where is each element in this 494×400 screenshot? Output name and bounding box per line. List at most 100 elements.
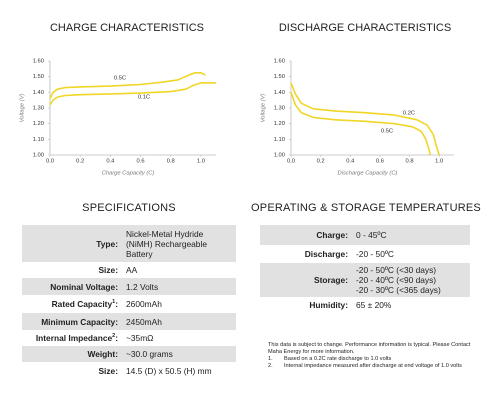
row-label: Size: (22, 366, 126, 376)
table-row: Discharge: -20 - 50ºC (260, 245, 470, 263)
x-tick-label: 1.0 (197, 159, 205, 165)
series-line (290, 82, 440, 156)
label-text: Rated Capacity (51, 299, 113, 309)
row-value: 14.5 (D) x 50.5 (H) mm (126, 364, 212, 378)
row-value: Nickel-Metal Hydride (NiMH) Rechargeable B… (126, 227, 207, 261)
label-text: Humidity: (309, 300, 348, 310)
y-axis-title: Voltage (V) (261, 94, 267, 123)
series-line (49, 82, 216, 106)
label-text: Size: (98, 365, 118, 376)
value-line: -20 - 30ºC (<365 days) (356, 285, 441, 295)
label-colon: : (115, 333, 118, 343)
row-label: Size: (22, 265, 126, 275)
value-line: (NiMH) Rechargeable (126, 238, 207, 249)
spec-title: SPECIFICATIONS (82, 202, 176, 214)
y-tick-label: 1.20 (33, 121, 44, 127)
x-tick-label: 0.6 (137, 159, 145, 165)
note-item: 1. Based on a 0.2C rate discharge to 1.0 … (268, 356, 478, 363)
row-value: 1.2 Volts (126, 280, 158, 294)
series-line (49, 72, 206, 99)
table-row: Internal Impedance2: ~35mΩ (22, 330, 236, 346)
row-value: 65 ± 20% (356, 298, 391, 312)
row-label: Charge: (260, 230, 356, 240)
table-row: Charge: 0 - 45ºC (260, 225, 470, 245)
x-axis-title: Charge Capacity (C) (102, 171, 155, 177)
notes-intro: This data is subject to change. Performa… (268, 342, 471, 355)
row-label: Type: (22, 239, 126, 249)
y-tick-label: 1.10 (274, 137, 285, 143)
value-line: -20 - 40ºC (<90 days) (356, 275, 437, 285)
label-text: Minimum Capacity: (41, 316, 118, 327)
charts: CHARGE CHARACTERISTICS 1.00 1.10 1.20 1.30 1.… (20, 22, 454, 177)
label-text: Type: (96, 238, 118, 249)
y-tick-label: 1.00 (274, 153, 285, 159)
row-label: Rated Capacity1: (22, 299, 126, 309)
footnote-mark: 2 (112, 333, 116, 340)
row-label: Internal Impedance2: (22, 333, 126, 343)
chart-title: DISCHARGE CHARACTERISTICS (279, 22, 451, 34)
x-tick-label: 0.0 (46, 159, 54, 165)
label-text: Nominal Voltage: (50, 281, 118, 292)
label-text: Discharge: (304, 249, 348, 259)
x-axis-title: Discharge Capacity (C) (338, 171, 398, 177)
row-label: Humidity: (260, 300, 356, 310)
row-label: Storage: (260, 275, 356, 285)
note-number: 2. (268, 363, 273, 369)
label-text: Internal Impedance (35, 333, 113, 343)
series-line (290, 92, 432, 156)
y-tick-label: 1.00 (33, 153, 44, 159)
temp-table: Charge: 0 - 45ºC Discharge: -20 - 50ºC Stora… (260, 225, 470, 313)
table-row: Nominal Voltage: 1.2 Volts (22, 278, 236, 295)
row-label: Nominal Voltage: (22, 282, 126, 292)
value-line: 0 - 45ºC (356, 230, 387, 240)
value-line: Battery (126, 248, 153, 259)
table-row: Humidity: 65 ± 20% (260, 297, 470, 313)
value-line: 1.2 Volts (126, 281, 159, 292)
x-tick-label: 0.8 (406, 159, 414, 165)
value-line: 65 ± 20% (356, 300, 392, 310)
series-label: 0.1C (138, 95, 150, 101)
chart-title: CHARGE CHARACTERISTICS (50, 22, 204, 34)
value-line: AA (126, 265, 138, 275)
label-text: Size: (98, 265, 118, 275)
row-value: 2450mAh (126, 315, 162, 329)
value-line: 2450mAh (126, 316, 162, 327)
notes: This data is subject to change. Performa… (268, 342, 478, 370)
value-line: -20 - 50ºC (<30 days) (356, 265, 437, 275)
label-text: Storage: (314, 275, 348, 285)
table-row: Storage: -20 - 50ºC (<30 days) -20 - 40ºC … (260, 263, 470, 297)
x-tick-label: 0.2 (317, 159, 325, 165)
table-row: Size: AA (22, 262, 236, 278)
y-tick-label: 1.60 (33, 59, 44, 65)
y-tick-label: 1.30 (274, 106, 285, 112)
row-value: 0 - 45ºC (356, 228, 387, 242)
y-tick-label: 1.50 (33, 74, 44, 80)
x-tick-label: 0.2 (76, 159, 84, 165)
series-label: 0.5C (114, 76, 126, 82)
footnote-mark: 1 (112, 299, 116, 306)
value-line: Nickel-Metal Hydride (126, 228, 204, 239)
series-label: 0.2C (403, 111, 415, 117)
series-label: 0.5C (381, 129, 393, 135)
temp-title: OPERATING & STORAGE TEMPERATURES (251, 202, 481, 214)
value-line: 2600mAh (126, 299, 162, 309)
value-line: ~30.0 grams (126, 349, 173, 359)
x-tick-label: 1.0 (435, 159, 443, 165)
x-tick-label: 0.4 (106, 159, 115, 165)
row-label: Discharge: (260, 249, 356, 259)
y-tick-label: 1.60 (274, 59, 285, 65)
note-item: 2. Internal impedance measured after disc… (268, 363, 478, 370)
x-tick-label: 0.4 (346, 159, 355, 165)
y-tick-label: 1.50 (274, 74, 285, 80)
value-line: 14.5 (D) x 50.5 (H) mm (126, 365, 212, 376)
x-tick-label: 0.8 (167, 159, 175, 165)
x-tick-label: 0.0 (287, 159, 295, 165)
row-value: -20 - 50ºC (<30 days) -20 - 40ºC (<90 day… (356, 263, 441, 297)
y-tick-label: 1.20 (274, 121, 285, 127)
label-text: Charge: (316, 230, 348, 240)
row-value: 2600mAh (126, 297, 162, 311)
table-row: Type: Nickel-Metal Hydride (NiMH) Recharge… (22, 225, 236, 262)
x-tick-label: 0.6 (376, 159, 384, 165)
note-text: Internal impedance measured after discha… (284, 363, 462, 369)
row-value: ~30.0 grams (126, 347, 173, 361)
